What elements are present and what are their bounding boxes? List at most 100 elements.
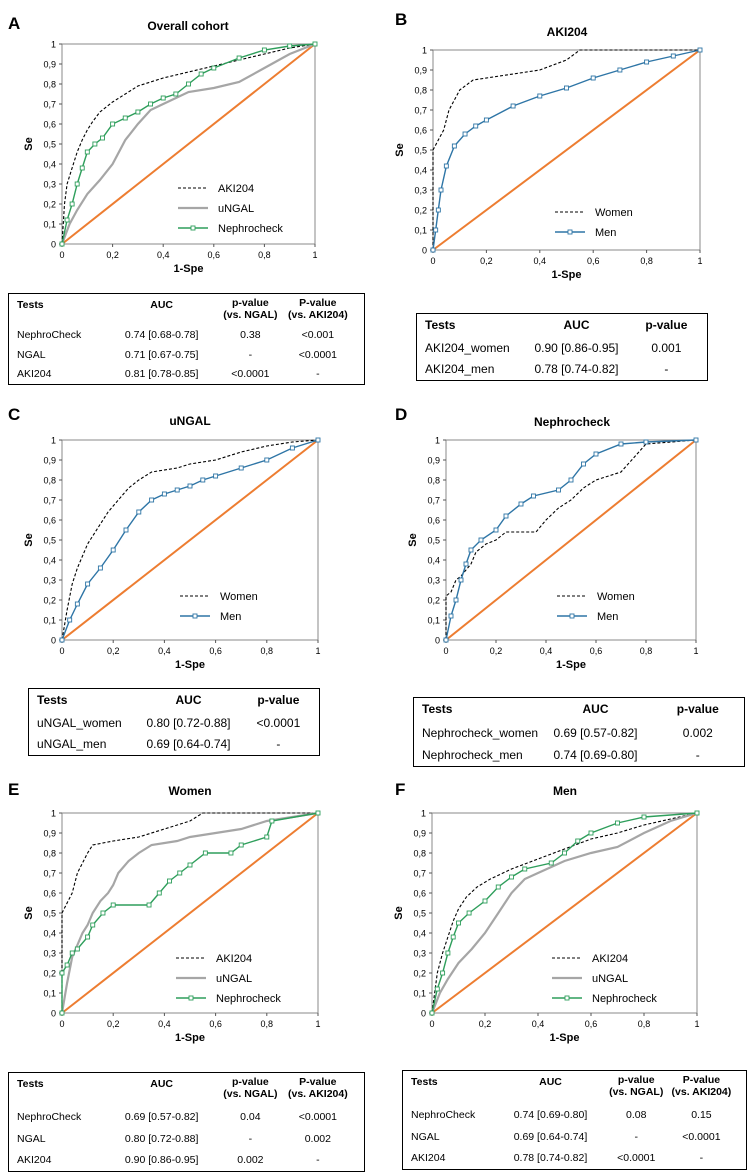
x-tick-label: 0,2 [107,1019,120,1029]
y-tick-label: 0,4 [413,929,426,939]
table-cell: 0.81 [0.78-0.85] [124,368,199,381]
y-tick-label: 0,6 [43,120,56,130]
y-tick-label: 0,7 [427,496,440,506]
table-cell: AKI204 [411,1152,446,1165]
table-cell: 0.15 [691,1109,712,1122]
legend-label: AKI204 [218,183,254,195]
y-tick-label: 0,1 [43,616,56,626]
y-tick-label: 0,4 [43,160,56,170]
reference-diagonal-line [431,812,698,1014]
chart-title: Women [168,784,211,798]
y-tick-label: 0 [51,240,56,250]
data-point [440,970,446,976]
chart-title: Overall cohort [147,19,228,33]
data-point [433,227,439,233]
y-axis-label: Se [23,533,35,546]
y-tick-label: 0,9 [414,66,427,76]
data-point [186,81,191,87]
y-tick-label: 0,4 [43,556,56,566]
y-tick-label: 0,6 [43,889,56,899]
legend-label: Men [597,611,618,623]
roc-chart: Overall cohort 0 0,1 0,2 0,3 0,4 0,5 0,6 0,7 0,8 0… [23,19,318,275]
x-tick-label: 0 [59,250,64,260]
legend-label: Men [220,611,241,623]
data-point [261,47,267,53]
x-tick-label: 0,2 [480,256,493,266]
legend-label: AKI204 [592,953,628,965]
y-tick-label: 1 [51,40,56,50]
data-point [531,493,536,499]
table-cell: NGAL [17,348,46,361]
series-line-aki204 [61,812,318,1013]
x-axis-label: 1-Spe [556,659,586,671]
table-header-cell: AUC [150,1078,174,1090]
legend-label: Nephrocheck [218,223,283,235]
y-tick-label: 0,3 [43,576,56,586]
table-cell: 0.90 [0.86-0.95] [534,341,619,356]
data-point [456,920,461,926]
y-tick-label: 0,2 [414,206,427,216]
data-point [564,85,569,91]
data-point [693,437,699,443]
data-point [59,970,65,976]
series-line-aki204 [431,812,698,1014]
data-point [510,103,516,109]
series-line-nephrocheck [431,812,698,1014]
table-header-cell: p-value [257,693,300,707]
legend-marker [190,225,196,231]
y-tick-label: 0,8 [43,849,56,859]
table-cell: 0.002 [237,1154,264,1167]
y-tick-label: 0,6 [427,516,440,526]
y-tick-label: 0,8 [413,849,426,859]
table-cell: NGAL [17,1132,46,1145]
table-cell: Nephrocheck_women [422,726,539,741]
table-cell: 0.74 [0.69-0.80] [553,748,638,763]
data-point [59,241,65,247]
data-point [562,850,567,856]
data-point [466,910,472,916]
data-point [160,95,166,101]
table-header-cell: Tests [425,318,456,332]
data-point [617,67,623,73]
table-header-cell: AUC [175,693,202,707]
data-point [238,842,244,848]
legend-marker [188,995,194,1001]
table-cell: 0.71 [0.67-0.75] [124,348,199,361]
x-tick-label: 0 [429,1019,434,1029]
data-point [84,149,90,155]
data-point [122,115,128,121]
y-tick-label: 0,1 [43,989,56,999]
y-tick-label: 0,1 [43,220,56,230]
x-tick-label: 0,6 [208,250,221,260]
legend-marker [567,229,573,235]
y-axis-label: Se [393,906,405,919]
data-point [450,934,456,940]
x-tick-label: 0 [59,646,64,656]
roc-chart: Women 0 0,1 0,2 0,3 0,4 0,5 0,6 0,7 0,8 0,9 1 0 0,2 0,… [23,784,321,1044]
table-cell: 0.80 [0.72-0.88] [124,1132,199,1145]
legend-label: Women [220,591,258,603]
series-line-men [61,439,319,641]
table-cell: <0.001 [301,328,335,341]
data-point [173,91,179,97]
table-cell: 0.69 [0.57-0.82] [553,726,638,741]
table-cell: - [634,1130,638,1143]
table-cell: 0.002 [304,1132,331,1145]
data-point [287,43,293,49]
data-point [697,47,703,53]
data-point [495,884,501,890]
data-point [228,850,234,856]
table-cell: 0.90 [0.86-0.95] [124,1154,199,1167]
table-cell: - [695,748,700,763]
reference-diagonal-line [61,812,319,1014]
y-axis-label: Se [23,137,35,150]
panel-letter: A [8,14,21,33]
reference-diagonal-line [432,49,701,251]
data-point [187,862,193,868]
table-header-cell: p-value (vs. NGAL) [609,1074,664,1098]
data-point [149,497,155,503]
x-tick-label: 0,6 [590,646,603,656]
reference-diagonal-line [445,439,697,641]
x-tick-label: 0,8 [638,1019,651,1029]
data-point [200,477,206,483]
